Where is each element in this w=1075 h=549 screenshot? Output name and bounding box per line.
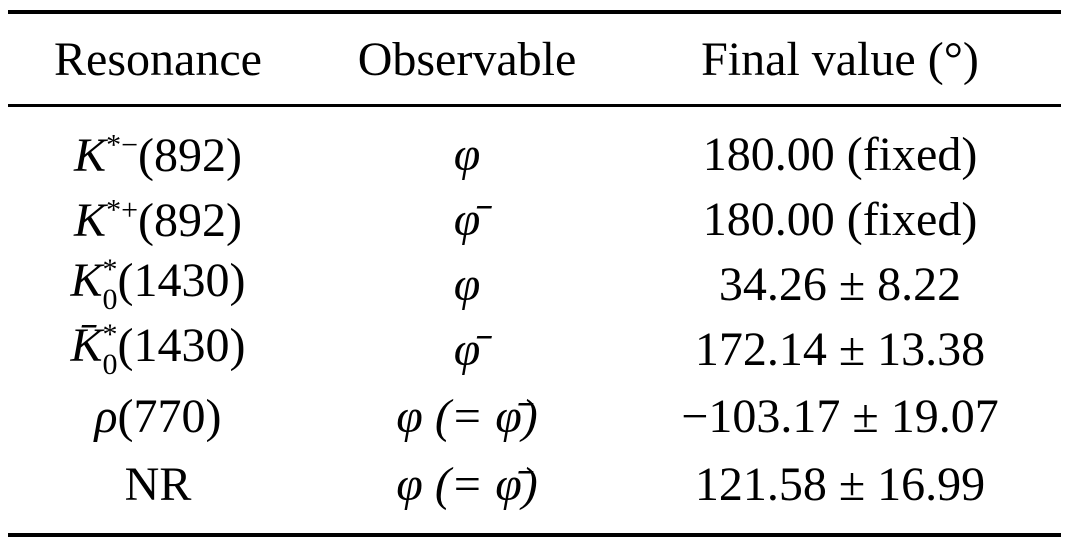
value-cell: 180.00 (fixed)	[702, 193, 978, 246]
observable-cell: φ	[453, 258, 481, 311]
resonance-scripts: * 0	[103, 255, 118, 315]
observable-cell: φ̄	[453, 323, 481, 376]
observable-cell: φ	[453, 128, 481, 181]
resonance-sub: 0	[102, 348, 118, 381]
value-cell: 172.14 ± 13.38	[694, 323, 986, 376]
resonance-cell: K*+(892)	[74, 195, 242, 245]
resonance-mass: (892)	[137, 128, 242, 182]
resonance-mass: (1430)	[117, 254, 246, 308]
resonance-name: NR	[124, 458, 192, 511]
resonance-symbol: K	[70, 254, 103, 308]
resonance-sup: *−	[106, 128, 138, 162]
top-rule	[8, 10, 1061, 14]
resonance-cell: K*−(892)	[74, 130, 242, 180]
resonance-cell: ρ(770)	[94, 393, 221, 441]
value-cell: −103.17 ± 19.07	[681, 390, 999, 443]
observable-cell: φ (= φ̄)	[396, 458, 538, 511]
value-cell: 180.00 (fixed)	[702, 128, 978, 181]
resonance-cell: K * 0 (1430)	[71, 255, 246, 315]
resonance-cell: K̄ * 0 (1430)	[71, 320, 246, 380]
resonance-symbol: ρ	[94, 390, 118, 443]
resonance-mass: (892)	[137, 193, 242, 247]
resonance-sup: *	[102, 253, 118, 286]
resonance-mass: (770)	[117, 390, 222, 443]
resonance-scripts: * 0	[103, 320, 118, 380]
header-cell: Final value (°)	[701, 33, 979, 86]
resonance-sup: *+	[106, 193, 138, 227]
observable-cell: φ (= φ̄)	[396, 390, 538, 443]
bottom-rule	[8, 533, 1061, 537]
value-cell: 34.26 ± 8.22	[718, 258, 962, 311]
resonance-symbol: K̄	[70, 319, 103, 373]
mid-rule	[8, 104, 1061, 107]
resonance-sub: 0	[102, 283, 118, 316]
resonance-symbol: K	[74, 128, 107, 182]
header-cell: Resonance	[54, 33, 262, 86]
resonance-sup: *	[102, 318, 118, 351]
observable-cell: φ̄	[453, 193, 481, 246]
resonance-cell: NR	[125, 461, 192, 509]
resonance-mass: (1430)	[117, 319, 246, 373]
value-cell: 121.58 ± 16.99	[694, 458, 986, 511]
header-cell: Observable	[357, 33, 577, 86]
resonance-symbol: K	[74, 193, 107, 247]
